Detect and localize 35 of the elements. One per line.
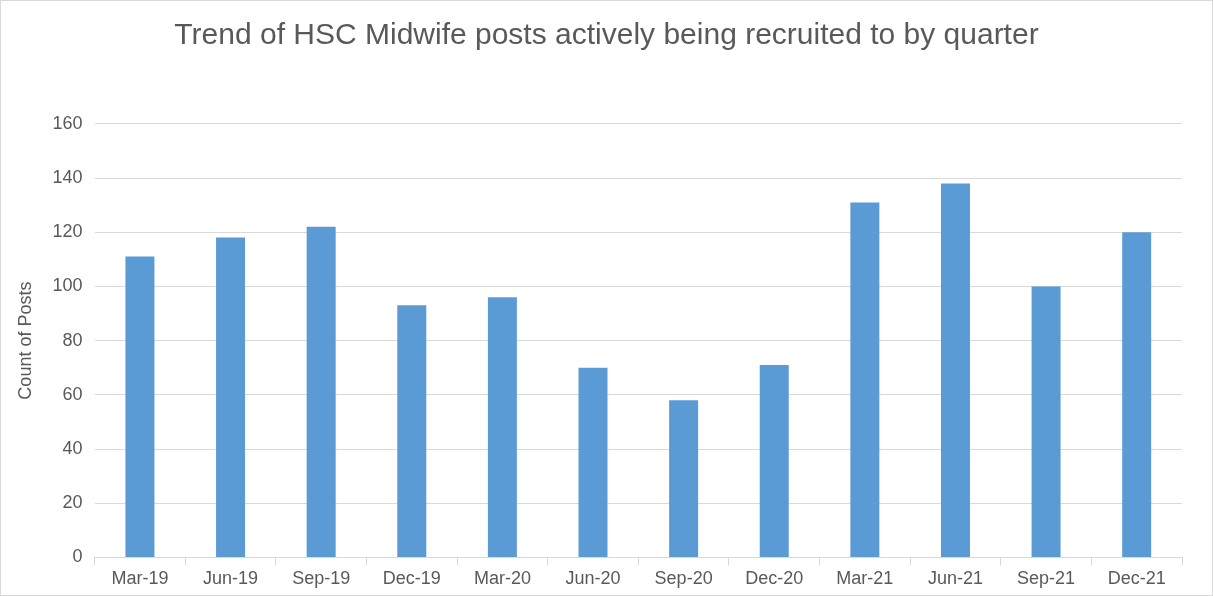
y-tick-label: 40 (62, 437, 83, 458)
bar (669, 400, 699, 557)
bar (1031, 286, 1061, 557)
y-tick-label: 60 (62, 383, 83, 404)
bar (306, 226, 336, 557)
x-tick-label: Jun-21 (927, 568, 983, 589)
x-tick-label: Mar-19 (111, 568, 169, 589)
y-tick-label: 0 (72, 546, 83, 567)
x-tick-label: Jun-19 (203, 568, 259, 589)
x-tick-label: Mar-20 (473, 568, 531, 589)
x-tick-label: Sep-21 (1017, 568, 1076, 589)
y-tick-label: 20 (62, 492, 83, 513)
bar (850, 202, 880, 557)
bar (1122, 232, 1152, 557)
y-axis-title: Count of Posts (14, 281, 35, 400)
bar (397, 305, 427, 557)
y-tick-label: 120 (52, 221, 83, 242)
x-tick-label: Sep-19 (292, 568, 351, 589)
x-tick-label: Sep-20 (654, 568, 713, 589)
y-tick-label: 100 (52, 275, 83, 296)
y-tick-label: 80 (62, 329, 83, 350)
x-tick-label: Dec-20 (745, 568, 804, 589)
bar (578, 367, 608, 557)
bar (759, 364, 789, 557)
y-tick-label: 140 (52, 166, 83, 187)
bar (940, 183, 970, 557)
x-tick-label: Dec-19 (382, 568, 441, 589)
x-tick-label: Mar-21 (836, 568, 894, 589)
bar (216, 237, 246, 557)
x-tick-label: Dec-21 (1107, 568, 1166, 589)
x-tick-label: Jun-20 (565, 568, 621, 589)
chart-title: Trend of HSC Midwife posts actively being recruited to by quarter (173, 16, 1040, 52)
y-tick-label: 160 (52, 112, 83, 133)
bar (487, 297, 517, 557)
bar (125, 256, 155, 557)
